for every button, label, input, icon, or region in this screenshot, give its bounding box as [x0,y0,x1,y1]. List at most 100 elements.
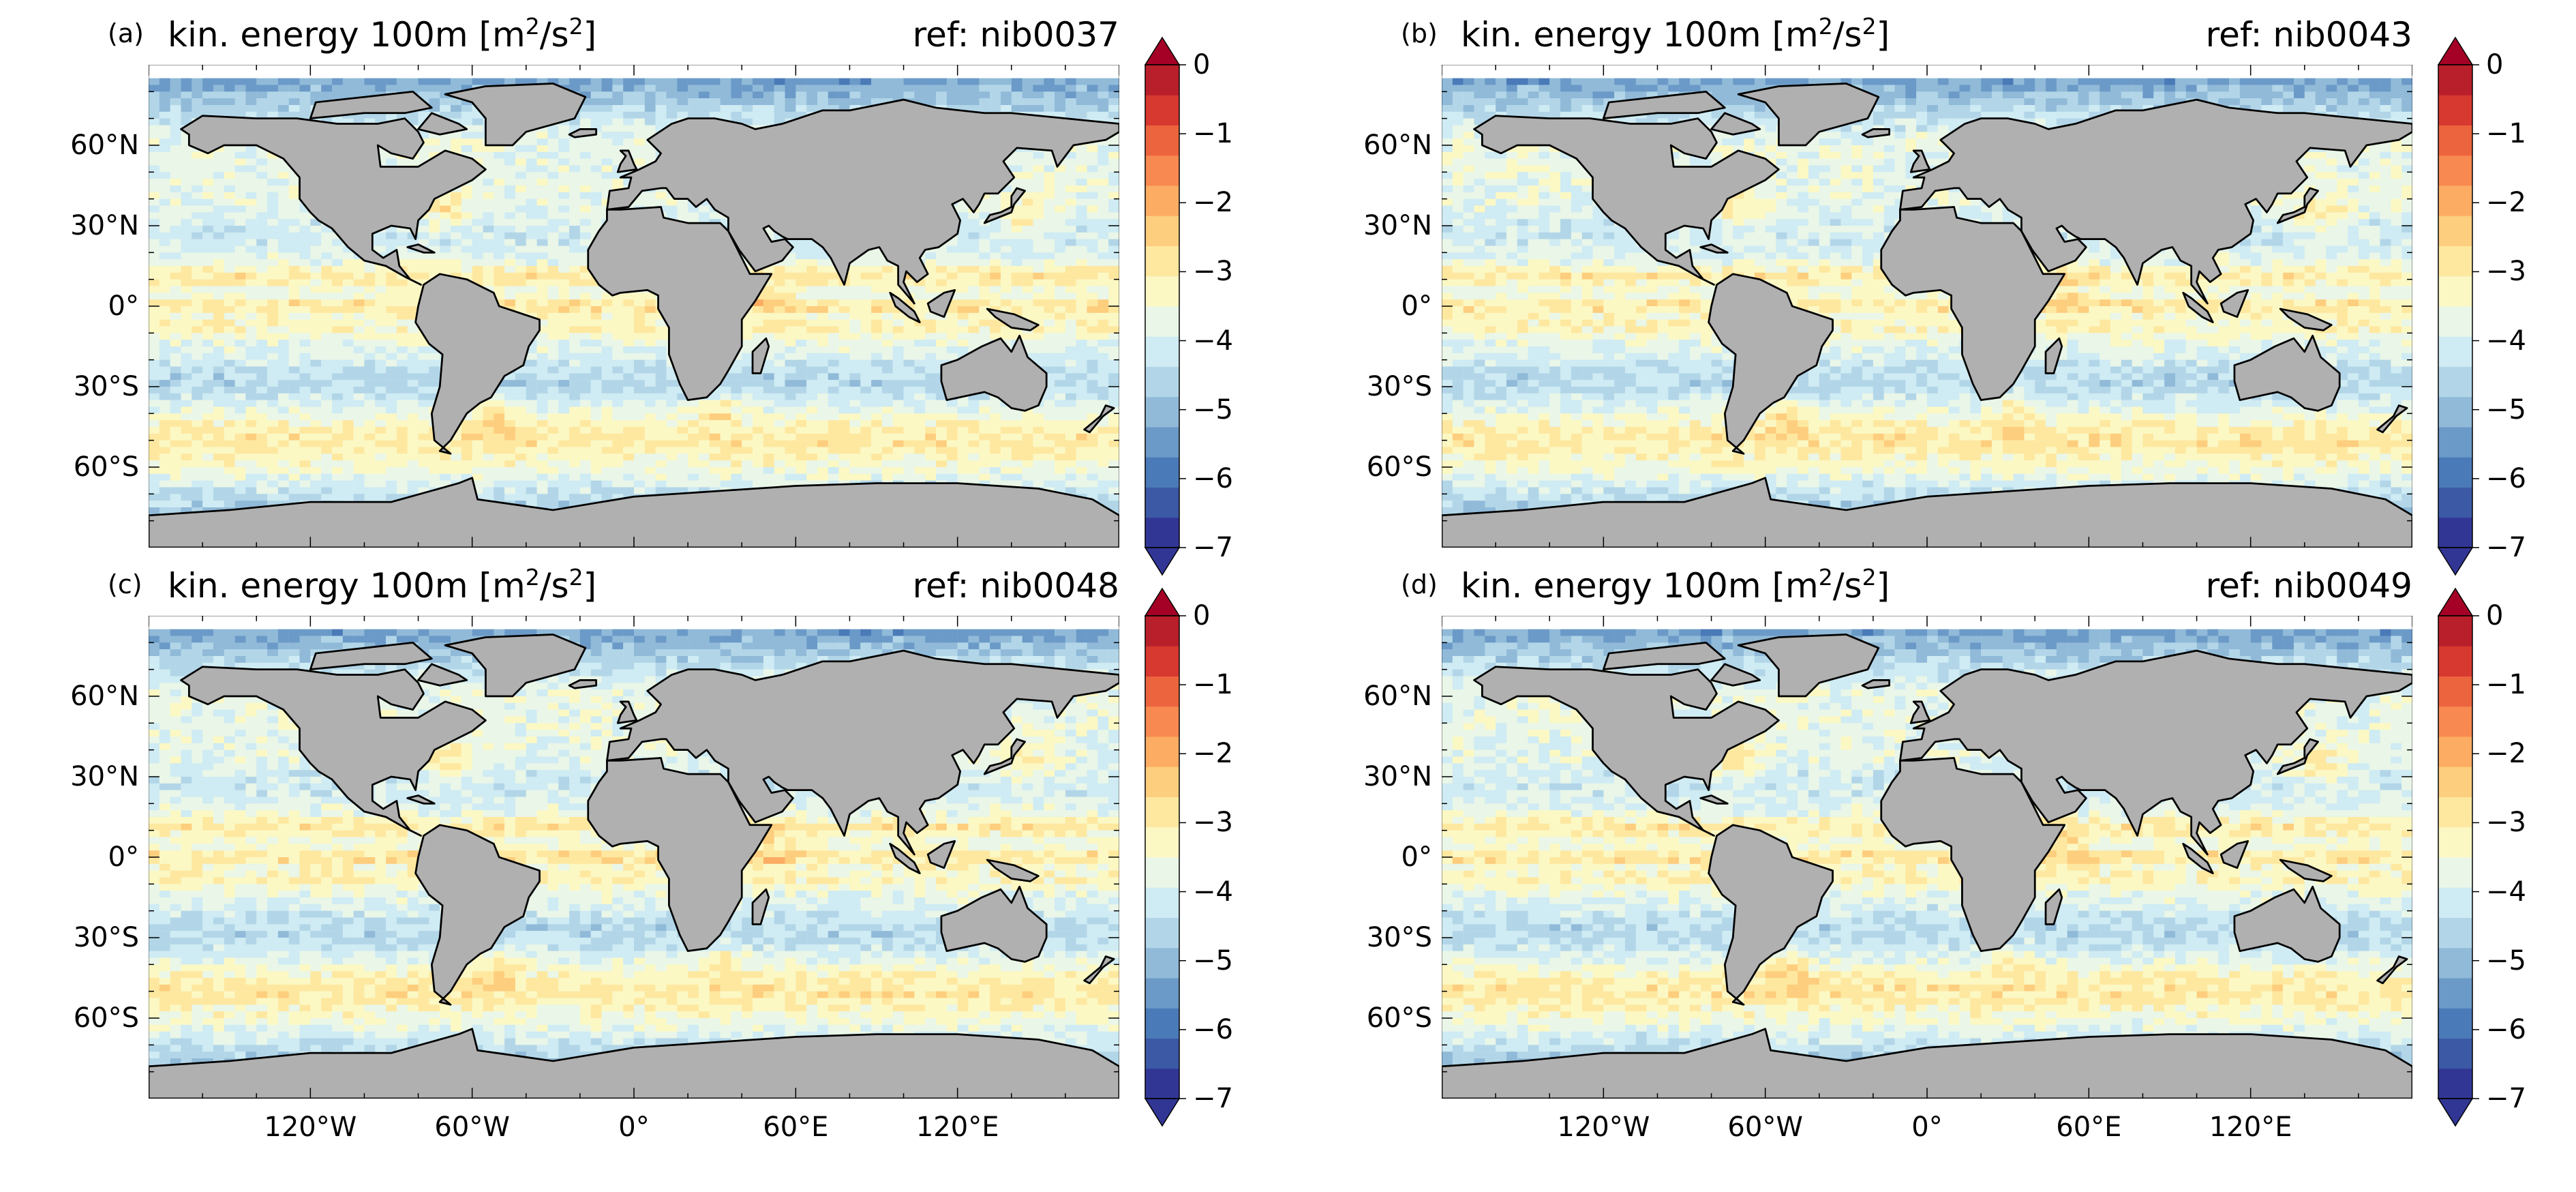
field-cell [590,326,602,333]
field-cell [623,299,635,307]
field-cell [277,111,289,119]
field-cell [979,279,990,286]
field-cell [1011,226,1022,233]
field-cell [1055,78,1066,85]
field-cell [849,427,861,434]
field-cell [256,266,268,273]
field-cell [979,105,990,113]
field-cell [159,380,170,387]
field-cell [817,245,828,253]
field-cell [364,340,376,347]
field-cell [558,346,570,354]
field-cell [213,427,224,434]
field-cell [1087,232,1098,239]
field-cell [785,393,796,400]
field-cell [892,373,904,381]
field-cell [569,239,581,246]
field-cell [1011,406,1022,414]
field-cell [170,326,181,333]
field-cell [1076,205,1087,213]
field-cell [407,279,419,286]
field-cell [526,198,537,206]
field-cell [192,366,203,374]
field-cell [871,293,883,300]
field-cell [903,433,915,441]
field-cell [267,239,279,246]
field-cell [483,252,494,260]
field-cell [256,78,268,85]
field-cell [1033,212,1044,220]
field-cell [579,393,591,400]
field-cell [277,198,289,206]
field-cell [149,333,160,340]
field-cell [213,219,224,226]
field-cell [979,427,990,434]
field-cell [418,427,429,434]
field-cell [795,433,807,441]
field-cell [763,440,774,447]
field-cell [1033,420,1044,428]
field-cell [1076,387,1087,394]
field-cell [990,420,1001,428]
field-cell [569,212,581,220]
field-cell [267,151,279,159]
field-cell [267,192,279,199]
field-cell [579,232,591,239]
field-cell [957,286,969,293]
field-cell [569,205,581,213]
field-cell [763,346,774,354]
field-cell [612,433,624,441]
field-cell [504,145,516,153]
field-cell [288,299,300,307]
field-cell [1000,91,1012,99]
field-cell [817,266,828,273]
field-cell [612,340,624,347]
field-cell [903,406,915,414]
field-cell [763,359,774,367]
field-cell [331,272,343,280]
field-cell [192,91,203,99]
field-cell [364,118,376,125]
field-cell [234,440,246,447]
field-cell [353,353,365,360]
field-cell [698,420,710,428]
field-cell [990,272,1001,280]
field-cell [170,205,181,213]
field-cell [925,346,937,354]
field-cell [536,299,548,307]
field-cell [149,226,160,233]
field-cell [903,333,915,340]
field-cell [881,380,893,387]
field-cell [1022,165,1033,173]
field-cell [903,387,915,394]
field-cell [1033,232,1044,239]
field-cell [601,406,613,414]
field-cell [245,245,257,253]
field-cell [979,245,990,253]
field-cell [159,245,170,253]
field-cell [558,433,570,441]
field-cell [310,340,322,347]
field-cell [590,413,602,421]
field-cell [353,259,365,267]
field-cell [181,393,192,400]
field-cell [288,245,300,253]
field-cell [946,326,958,333]
field-cell [925,319,937,327]
field-cell [1108,105,1119,113]
field-cell [1065,158,1076,166]
field-cell [483,427,494,434]
field-cell [1033,333,1044,340]
field-cell [1087,433,1098,441]
field-cell [310,387,322,394]
field-cell [288,252,300,260]
field-cell [515,259,526,267]
field-cell [342,312,354,320]
field-cell [925,353,937,360]
field-cell [806,373,818,381]
field-cell [267,373,279,381]
field-cell [256,387,268,394]
field-cell [375,433,387,441]
field-cell [213,98,224,106]
field-cell [1033,312,1044,320]
